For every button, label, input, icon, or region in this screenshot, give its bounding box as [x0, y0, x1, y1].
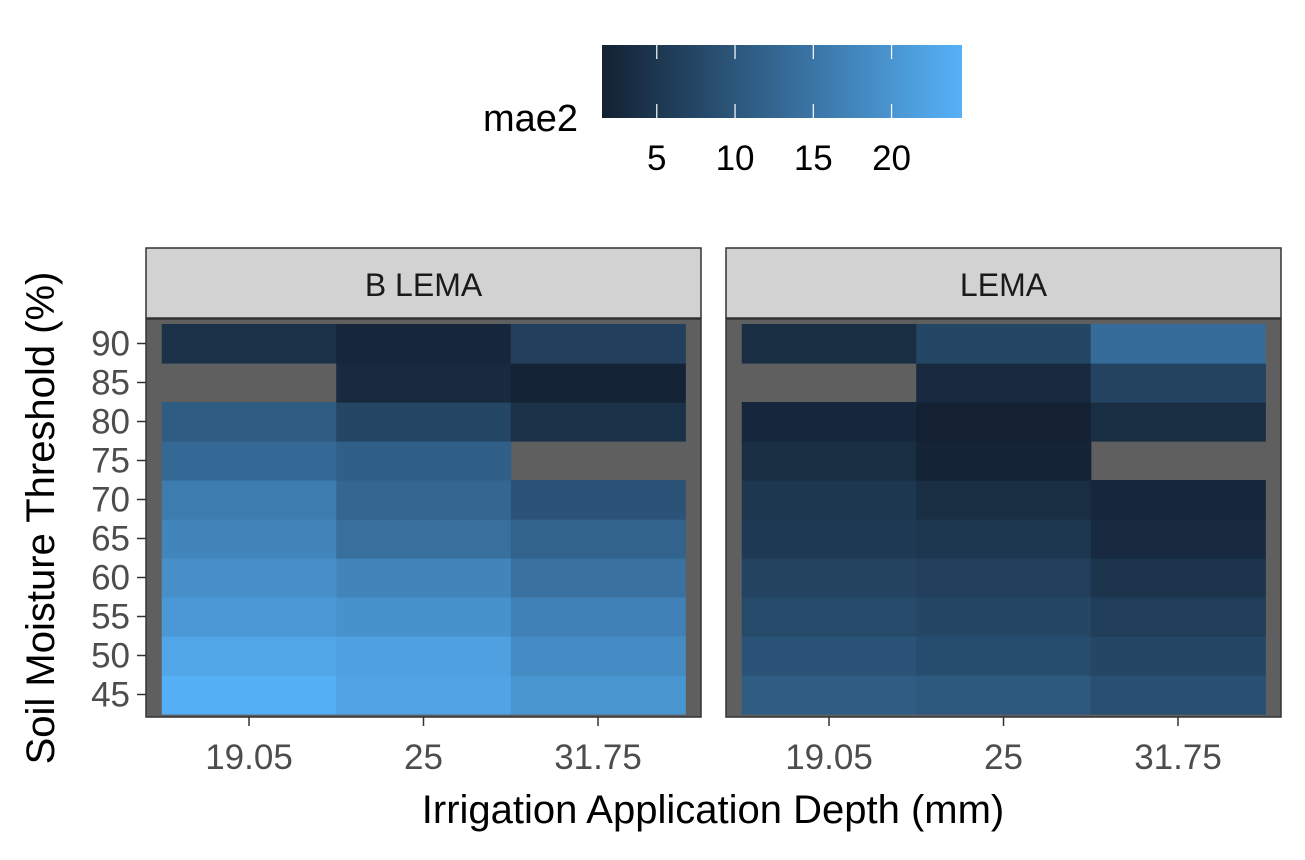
- axes: Irrigation Application Depth (mm) Soil M…: [19, 272, 1004, 832]
- heatmap-cell: [916, 519, 1092, 559]
- heatmap-cell: [1090, 636, 1266, 676]
- y-tick-label: 60: [91, 559, 130, 598]
- heatmap-cell: [336, 636, 512, 676]
- heatmap-cell: [161, 597, 337, 637]
- x-tick-label: 25: [984, 738, 1023, 777]
- heatmap-cell: [161, 636, 337, 676]
- facet-panels: B LEMA 19.05 25 31.75 LEMA 19.05 25 31.75 455055…: [91, 247, 1282, 777]
- heatmap-cell: [336, 363, 512, 403]
- y-tick-label: 75: [91, 442, 130, 481]
- facet-panel: B LEMA 19.05 25 31.75: [145, 247, 702, 777]
- heatmap-cell: [510, 519, 686, 559]
- heatmap-cell: [161, 480, 337, 520]
- heatmap-cell: [1090, 480, 1266, 520]
- x-tick-label: 25: [404, 738, 443, 777]
- facet-strip: [145, 247, 702, 319]
- heatmap-cell: [916, 558, 1092, 598]
- y-tick-label: 45: [91, 676, 130, 715]
- heatmap-cell: [916, 636, 1092, 676]
- legend-ticks: 5 10 15 20: [647, 45, 911, 178]
- heatmap-cell: [510, 597, 686, 637]
- y-tick-label: 85: [91, 364, 130, 403]
- legend-tick-label: 5: [647, 139, 666, 178]
- heatmap-cell: [1090, 597, 1266, 637]
- legend-title: mae2: [483, 98, 578, 140]
- heatmap-cell: [1090, 402, 1266, 442]
- heatmap-cell: [336, 324, 512, 364]
- heatmap-cell: [741, 558, 917, 598]
- heatmap-cell: [336, 558, 512, 598]
- facet-strip-label: B LEMA: [365, 267, 483, 303]
- x-tick-label: 31.75: [554, 738, 642, 777]
- color-legend: mae2 5 10 15 20: [483, 45, 962, 178]
- y-tick-label: 55: [91, 598, 130, 637]
- heatmap-cell: [1090, 675, 1266, 715]
- heatmap-cell: [741, 441, 917, 481]
- heatmap-cell: [510, 675, 686, 715]
- heatmap-cell: [916, 441, 1092, 481]
- legend-tick-label: 15: [794, 139, 833, 178]
- heatmap-cell: [916, 402, 1092, 442]
- x-tick-label: 19.05: [785, 738, 873, 777]
- heatmap-cell: [510, 636, 686, 676]
- heatmap-cell: [161, 402, 337, 442]
- heatmap-cell: [336, 441, 512, 481]
- heatmap-cell: [161, 558, 337, 598]
- heatmap-cell: [510, 402, 686, 442]
- heatmap-cell: [510, 363, 686, 403]
- heatmap-cell: [336, 480, 512, 520]
- y-tick-label: 90: [91, 325, 130, 364]
- heatmap-cell: [916, 324, 1092, 364]
- heatmap-cell: [161, 675, 337, 715]
- heatmap-cell: [741, 636, 917, 676]
- heatmap-cell: [336, 675, 512, 715]
- y-tick-label: 70: [91, 481, 130, 520]
- heatmap-cell: [336, 402, 512, 442]
- heatmap-cell: [741, 597, 917, 637]
- heatmap-cell: [510, 324, 686, 364]
- y-tick-label: 65: [91, 520, 130, 559]
- heatmap-cell: [161, 441, 337, 481]
- heatmap-cell: [741, 675, 917, 715]
- heatmap-cell: [916, 675, 1092, 715]
- heatmap-cell: [741, 519, 917, 559]
- heatmap-cell: [336, 519, 512, 559]
- heatmap-cell: [1090, 363, 1266, 403]
- facet-strip-label: LEMA: [960, 267, 1048, 303]
- heatmap-cell: [916, 597, 1092, 637]
- x-tick-label: 31.75: [1134, 738, 1222, 777]
- heatmap-cell: [510, 480, 686, 520]
- legend-tick-label: 20: [872, 139, 911, 178]
- facet-strip: [725, 247, 1282, 319]
- heatmap-cell: [916, 480, 1092, 520]
- heatmap-cell: [916, 363, 1092, 403]
- heatmap-cell: [161, 519, 337, 559]
- heatmap-cell: [161, 324, 337, 364]
- heatmap-cell: [1090, 324, 1266, 364]
- heatmap-cell: [741, 324, 917, 364]
- legend-tick-label: 10: [716, 139, 755, 178]
- x-axis-title: Irrigation Application Depth (mm): [422, 788, 1004, 832]
- y-tick-label: 50: [91, 637, 130, 676]
- heatmap-cell: [510, 558, 686, 598]
- y-axis-title: Soil Moisture Threshold (%): [19, 272, 63, 765]
- heatmap-cell: [741, 480, 917, 520]
- legend-color-bar: [602, 45, 962, 118]
- y-tick-label: 80: [91, 403, 130, 442]
- facet-panel: LEMA 19.05 25 31.75: [725, 247, 1282, 777]
- heatmap-cell: [1090, 558, 1266, 598]
- heatmap-cell: [1090, 519, 1266, 559]
- heatmap-cell: [336, 597, 512, 637]
- heatmap-cell: [741, 402, 917, 442]
- x-tick-label: 19.05: [205, 738, 293, 777]
